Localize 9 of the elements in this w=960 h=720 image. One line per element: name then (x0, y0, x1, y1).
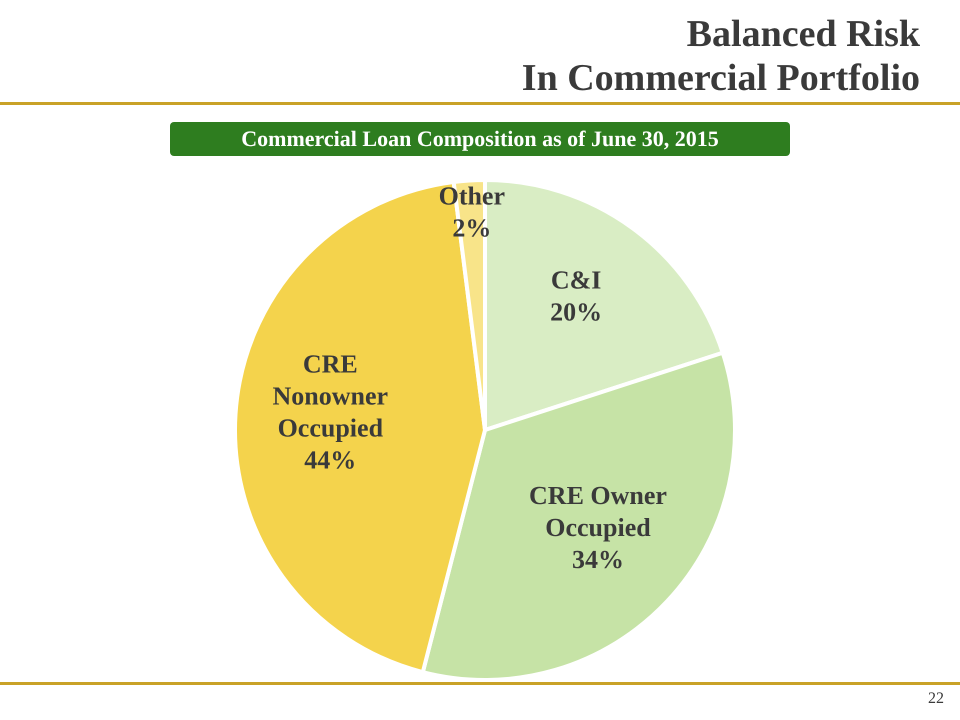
text: 22 (928, 690, 944, 708)
chart-title: Balanced Risk In Commercial Portfolio (522, 12, 920, 100)
data-label: 20% (550, 298, 602, 327)
slice-label: CRE Owner Occupied (529, 481, 667, 542)
slice-label: C&I (550, 266, 602, 295)
data-label: 44% (304, 445, 356, 474)
data-label: 34% (572, 545, 624, 574)
slice-label: CRE Nonowner Occupied (272, 349, 388, 442)
chart-subtitle: Commercial Loan Composition as of June 30, 2015 (170, 122, 790, 156)
